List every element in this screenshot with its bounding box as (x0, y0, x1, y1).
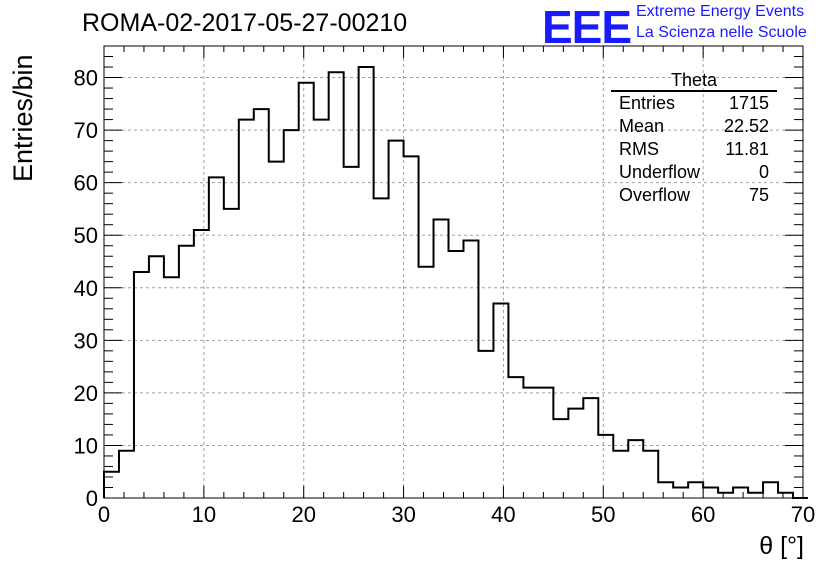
histogram-bin (688, 482, 703, 498)
stats-value: 22.52 (723, 116, 769, 136)
histogram-bin (344, 167, 359, 498)
histogram-bin (284, 130, 299, 498)
histogram-bin (643, 451, 658, 498)
plot-frame (103, 45, 804, 499)
histogram-bin (374, 198, 389, 498)
x-tick-label: 70 (791, 502, 815, 527)
y-tick-label: 70 (74, 118, 98, 143)
histogram-bin (119, 451, 134, 498)
stats-row: Overflow 75 (611, 184, 777, 207)
histogram-bin (239, 120, 254, 498)
stats-value: 75 (748, 185, 769, 205)
x-tick-label: 0 (98, 502, 110, 527)
x-tick-label: 20 (291, 502, 315, 527)
histogram-step-line (103, 66, 808, 499)
x-tick-label: 30 (391, 502, 415, 527)
logo-line-1: Extreme Energy Events (636, 3, 805, 20)
histogram-bin (209, 177, 224, 498)
histogram-bin (493, 304, 508, 498)
histogram-bin (359, 67, 374, 498)
stats-label: Overflow (619, 185, 691, 205)
histogram-bin (553, 419, 568, 498)
x-tick-label: 10 (192, 502, 216, 527)
stats-label: Mean (619, 116, 665, 136)
histogram-bin (329, 72, 344, 498)
y-tick-label: 30 (74, 328, 98, 353)
histogram-bin (628, 440, 643, 498)
stats-row: Underflow 0 (611, 161, 777, 184)
eee-logo: EEE (542, 1, 632, 53)
histogram-bin (389, 141, 404, 498)
y-tick-label: 0 (86, 486, 98, 511)
histogram-bin (224, 209, 239, 498)
y-tick-label: 10 (74, 433, 98, 458)
stats-value: 11.81 (725, 139, 769, 159)
histogram-bin (583, 398, 598, 498)
histogram-bin (164, 277, 179, 498)
logo-line-2: La Scienza nelle Scuole (636, 24, 807, 41)
histogram-bin (299, 83, 314, 498)
y-tick-label: 80 (74, 66, 98, 91)
histogram-bin (269, 162, 284, 498)
histogram-bin (598, 435, 613, 498)
histogram-bin (179, 246, 194, 498)
histogram-bin (104, 472, 119, 498)
chart-title: ROMA-02-2017-05-27-00210 (82, 9, 408, 37)
histogram-bin (733, 487, 748, 498)
histogram-bin (568, 409, 583, 498)
histogram-bin (658, 482, 673, 498)
stats-label: Underflow (619, 162, 701, 182)
x-tick-label: 40 (491, 502, 515, 527)
x-tick-label: 50 (591, 502, 615, 527)
histogram-bin (703, 487, 718, 498)
histogram-bin (478, 351, 493, 498)
y-tick-label: 20 (74, 381, 98, 406)
histogram-bin (194, 230, 209, 498)
stats-row: Entries 1715 (611, 92, 777, 115)
stats-row: Mean 22.52 (611, 115, 777, 138)
histogram-bin (508, 377, 523, 498)
stats-row: RMS 11.81 (611, 138, 777, 161)
histogram-bin (449, 251, 464, 498)
histogram-bin (434, 219, 449, 498)
y-tick-label: 60 (74, 171, 98, 196)
histogram-bin (463, 240, 478, 498)
x-axis-label: θ [°] (759, 532, 804, 560)
histogram-bin (763, 482, 778, 498)
histogram-bin (254, 109, 269, 498)
stats-value: 1715 (728, 93, 769, 113)
stats-label: Entries (619, 93, 676, 113)
histogram-bin (673, 487, 688, 498)
histogram-bin (538, 388, 553, 498)
stats-box: Theta Entries 1715 Mean 22.52 RMS 11.81 Und… (611, 69, 777, 207)
histogram-bin (404, 156, 419, 498)
histogram-bin (613, 451, 628, 498)
stats-label: RMS (619, 139, 659, 159)
stats-value: 0 (758, 162, 769, 182)
histogram-bin (314, 120, 329, 498)
stats-title: Theta (611, 69, 777, 92)
histogram-bin (523, 388, 538, 498)
histogram-bin (419, 267, 434, 498)
histogram-bin (149, 256, 164, 498)
y-tick-label: 40 (74, 276, 98, 301)
histogram-bin (134, 272, 149, 498)
y-axis-label: Entries/bin (8, 54, 38, 182)
y-tick-label: 50 (74, 223, 98, 248)
x-tick-label: 60 (691, 502, 715, 527)
